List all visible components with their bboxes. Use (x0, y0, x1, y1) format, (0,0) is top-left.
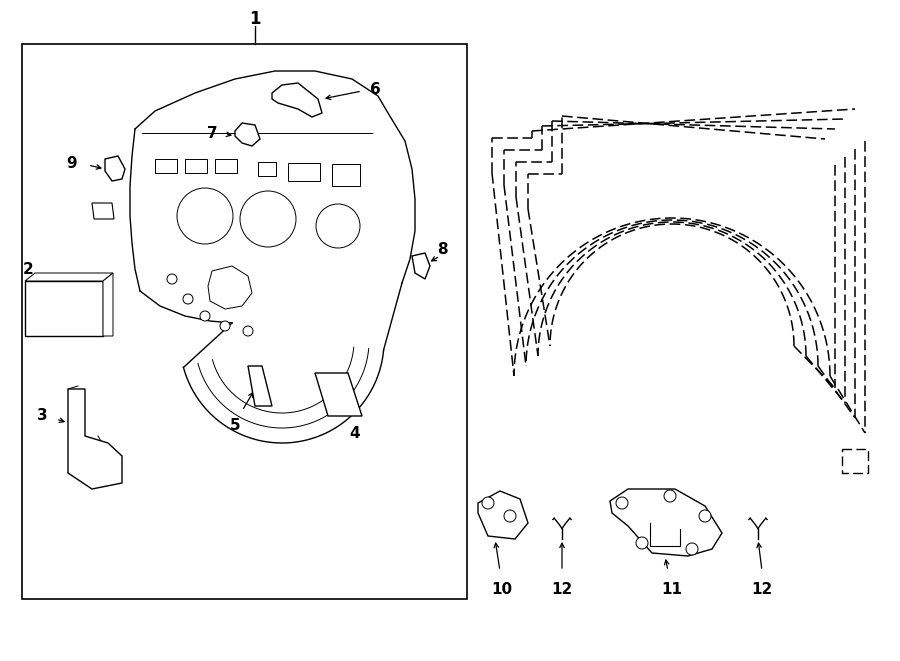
Text: 4: 4 (350, 426, 360, 440)
Circle shape (699, 510, 711, 522)
Circle shape (167, 274, 177, 284)
Circle shape (504, 510, 516, 522)
Text: 12: 12 (552, 582, 572, 596)
Text: 2: 2 (22, 262, 33, 276)
Circle shape (243, 326, 253, 336)
Text: 7: 7 (207, 126, 217, 141)
Circle shape (183, 294, 193, 304)
Text: 9: 9 (67, 155, 77, 171)
Bar (258, 162, 276, 176)
Text: 1: 1 (249, 10, 261, 28)
Text: 8: 8 (436, 241, 447, 256)
Circle shape (664, 490, 676, 502)
Text: 12: 12 (752, 582, 772, 596)
Polygon shape (68, 389, 122, 489)
Polygon shape (235, 123, 260, 146)
Polygon shape (478, 491, 528, 539)
Bar (332, 164, 360, 186)
Circle shape (482, 497, 494, 509)
Bar (155, 159, 177, 173)
Bar (215, 159, 237, 173)
Polygon shape (272, 83, 322, 117)
Circle shape (636, 537, 648, 549)
Circle shape (316, 204, 360, 248)
Polygon shape (208, 266, 252, 309)
Circle shape (686, 543, 698, 555)
Circle shape (616, 497, 628, 509)
Bar (25, 281, 103, 336)
Polygon shape (103, 273, 113, 336)
Circle shape (200, 311, 210, 321)
Polygon shape (248, 366, 272, 406)
Polygon shape (105, 156, 125, 181)
Bar (22, 44, 467, 599)
Polygon shape (412, 253, 430, 279)
Text: 3: 3 (37, 408, 48, 424)
Circle shape (240, 191, 296, 247)
Text: 5: 5 (230, 418, 240, 434)
Circle shape (220, 321, 230, 331)
Polygon shape (25, 273, 113, 281)
Circle shape (177, 188, 233, 244)
Text: 6: 6 (370, 81, 381, 97)
Text: 11: 11 (662, 582, 682, 596)
Bar (288, 163, 320, 181)
Polygon shape (610, 489, 722, 556)
Bar (185, 159, 207, 173)
Text: 10: 10 (491, 582, 513, 596)
Polygon shape (92, 203, 114, 219)
Polygon shape (315, 373, 362, 416)
